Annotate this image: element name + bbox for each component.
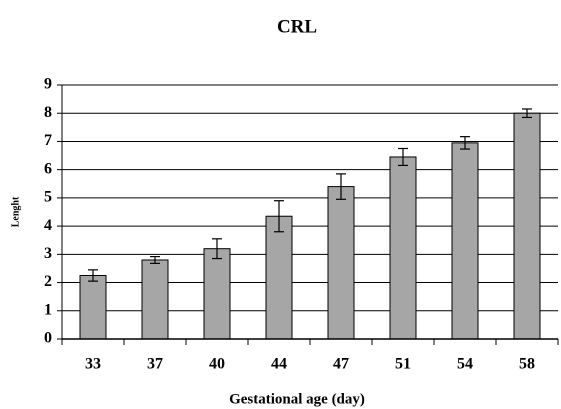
y-tick-label: 5 bbox=[44, 189, 52, 206]
x-tick-label: 44 bbox=[271, 356, 287, 373]
bar bbox=[79, 275, 107, 340]
bar bbox=[141, 259, 169, 340]
bar bbox=[265, 215, 293, 340]
error-bar bbox=[88, 269, 98, 282]
x-tick-label: 37 bbox=[147, 356, 163, 373]
error-bar bbox=[398, 147, 408, 167]
error-bar bbox=[336, 173, 346, 200]
x-tick-label: 47 bbox=[333, 356, 349, 373]
error-bar bbox=[460, 136, 470, 150]
x-tick-label: 51 bbox=[395, 356, 411, 373]
y-axis-label: Lenght bbox=[10, 196, 21, 227]
y-tick-label: 8 bbox=[44, 104, 52, 121]
x-axis-label: Gestational age (day) bbox=[229, 391, 365, 407]
bar bbox=[327, 186, 355, 340]
y-tick-label: 4 bbox=[44, 217, 52, 234]
error-bar bbox=[274, 200, 284, 233]
y-tick-label: 0 bbox=[44, 330, 52, 347]
chart-title: CRL bbox=[277, 16, 317, 37]
y-tick-label: 2 bbox=[44, 273, 52, 290]
bar bbox=[513, 112, 541, 340]
y-tick-label: 1 bbox=[44, 301, 52, 318]
x-tick-label: 40 bbox=[209, 356, 225, 373]
error-bar bbox=[522, 108, 532, 119]
x-tick-label: 58 bbox=[519, 356, 535, 373]
y-tick-label: 7 bbox=[44, 132, 52, 149]
error-bar bbox=[212, 238, 222, 260]
bar bbox=[203, 248, 231, 340]
y-tick-label: 9 bbox=[44, 76, 52, 93]
y-tick-label: 6 bbox=[44, 160, 52, 177]
error-bar bbox=[150, 255, 160, 264]
bar bbox=[451, 142, 479, 340]
bar bbox=[389, 156, 417, 340]
y-tick-label: 3 bbox=[44, 245, 52, 262]
x-tick-label: 33 bbox=[85, 356, 101, 373]
x-tick-label: 54 bbox=[457, 356, 473, 373]
